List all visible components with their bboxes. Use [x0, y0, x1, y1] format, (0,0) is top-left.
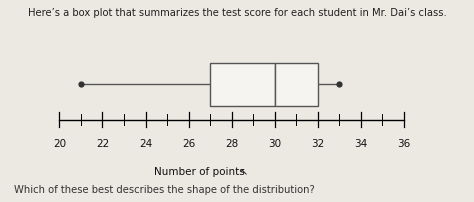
- Text: 36: 36: [397, 138, 410, 148]
- Bar: [210, 64, 274, 106]
- Text: 20: 20: [53, 138, 66, 148]
- Text: Which of these best describes the shape of the distribution?: Which of these best describes the shape …: [14, 184, 315, 194]
- Text: 26: 26: [182, 138, 195, 148]
- Text: Number of points: Number of points: [154, 167, 245, 177]
- Text: 22: 22: [96, 138, 109, 148]
- Text: 34: 34: [354, 138, 367, 148]
- Text: 24: 24: [139, 138, 152, 148]
- Bar: [274, 64, 318, 106]
- Text: 30: 30: [268, 138, 281, 148]
- Text: 32: 32: [311, 138, 324, 148]
- Text: Here’s a box plot that summarizes the test score for each student in Mr. Dai’s c: Here’s a box plot that summarizes the te…: [27, 8, 447, 18]
- Text: ↖: ↖: [239, 166, 247, 176]
- Text: 28: 28: [225, 138, 238, 148]
